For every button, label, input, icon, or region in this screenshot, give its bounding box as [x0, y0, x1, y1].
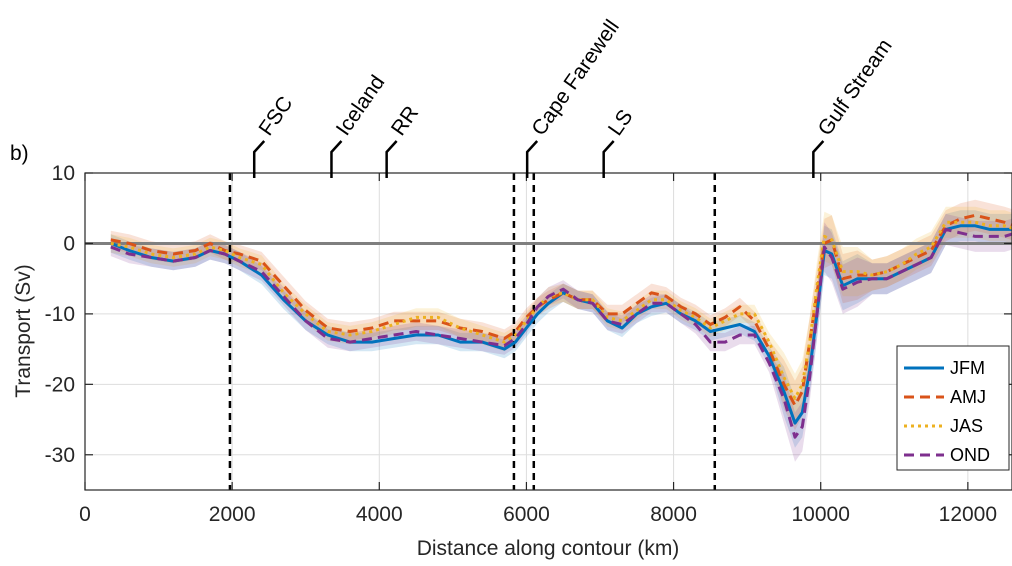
y-tick-label: -30	[45, 444, 75, 467]
x-tick-label: 12000	[939, 503, 997, 526]
series-line-amj	[110, 213, 1012, 407]
x-tick-label: 6000	[503, 503, 550, 526]
legend: JFM AMJ JAS OND	[896, 345, 1010, 471]
location-label: LS	[604, 106, 638, 140]
location-callout	[252, 140, 266, 178]
location-label: RR	[387, 102, 423, 140]
x-tick-label: 0	[79, 503, 91, 526]
location-callout	[812, 140, 825, 178]
series-line-jas	[110, 220, 1012, 400]
band-amj	[110, 199, 1012, 431]
plot-frame	[84, 172, 1012, 491]
y-axis-title: Transport (Sv)	[12, 264, 35, 397]
x-tick-label: 10000	[792, 503, 850, 526]
x-tick-label: 2000	[209, 503, 256, 526]
location-callout	[330, 140, 343, 178]
series-line-ond	[110, 227, 1012, 439]
axis-ticks: 0 2000 4000 6000 8000 10000 12000 10 0 -10 -20 -30	[45, 162, 1012, 526]
legend-label-jfm: JFM	[950, 358, 985, 378]
location-label: FSC	[254, 92, 297, 140]
location-label: Iceland	[332, 71, 390, 140]
x-axis-title: Distance along contour (km)	[417, 537, 680, 560]
legend-label-ond: OND	[950, 445, 990, 465]
legend-label-jas: JAS	[950, 416, 983, 436]
band-jas	[110, 206, 1012, 424]
legend-label-amj: AMJ	[950, 387, 986, 407]
panel-label: b)	[10, 142, 29, 165]
series-lines	[110, 213, 1012, 439]
location-callout	[525, 140, 539, 178]
y-tick-label: -10	[45, 303, 75, 326]
location-label: Gulf Stream	[814, 35, 897, 140]
y-tick-label: -20	[45, 373, 75, 396]
y-tick-label: 0	[63, 232, 75, 255]
y-tick-label: 10	[52, 162, 75, 185]
location-callout	[385, 140, 398, 178]
x-tick-label: 4000	[356, 503, 403, 526]
location-callout	[602, 140, 615, 178]
x-tick-label: 8000	[650, 503, 697, 526]
plot-background	[85, 173, 1012, 490]
